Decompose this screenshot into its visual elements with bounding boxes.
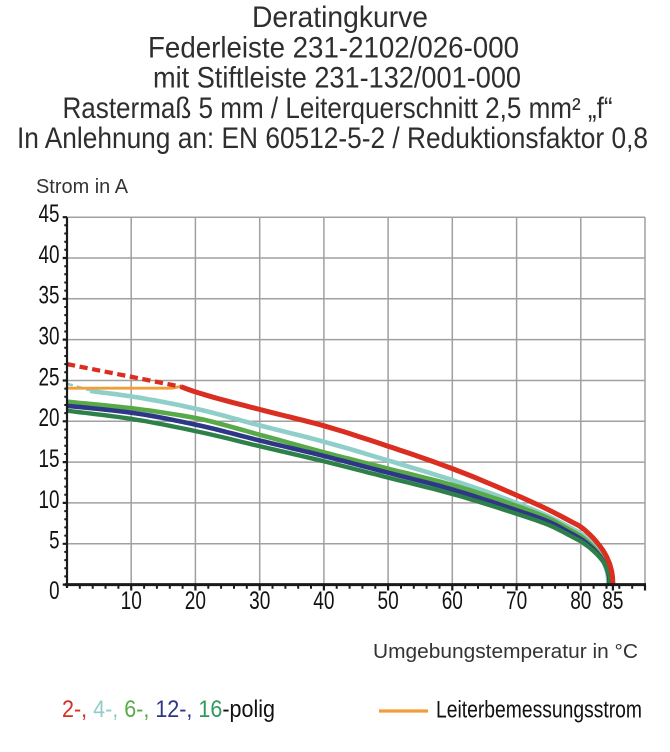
svg-text:80: 80	[570, 587, 591, 615]
svg-text:35: 35	[39, 282, 60, 310]
svg-text:Rastermaß 5 mm / Leiterquersch: Rastermaß 5 mm / Leiterquerschnitt 2,5 m…	[63, 92, 613, 125]
svg-text:20: 20	[39, 404, 60, 432]
svg-text:10: 10	[39, 486, 60, 514]
svg-text:25: 25	[39, 363, 60, 391]
svg-text:2-, 4-, 6-, 12-, 16-polig: 2-, 4-, 6-, 12-, 16-polig	[62, 696, 275, 723]
svg-text:0: 0	[49, 577, 59, 605]
svg-text:60: 60	[442, 587, 463, 615]
svg-text:20: 20	[185, 587, 206, 615]
svg-text:Leiterbemessungsstrom: Leiterbemessungsstrom	[436, 697, 642, 724]
svg-text:Umgebungstemperatur in °C: Umgebungstemperatur in °C	[373, 641, 638, 663]
svg-text:40: 40	[313, 587, 334, 615]
svg-text:85: 85	[602, 587, 623, 615]
svg-text:30: 30	[39, 323, 60, 351]
svg-text:Deratingkurve: Deratingkurve	[252, 1, 428, 34]
svg-text:10: 10	[121, 587, 142, 615]
svg-text:mit Stiftleiste 231-132/001-00: mit Stiftleiste 231-132/001-000	[153, 62, 521, 95]
svg-text:15: 15	[39, 445, 60, 473]
svg-text:Federleiste 231-2102/026-000: Federleiste 231-2102/026-000	[148, 31, 519, 64]
svg-text:50: 50	[378, 587, 399, 615]
svg-text:40: 40	[39, 241, 60, 269]
svg-text:30: 30	[249, 587, 270, 615]
svg-text:70: 70	[506, 587, 527, 615]
svg-text:Strom in A: Strom in A	[36, 176, 129, 198]
svg-text:In Anlehnung an: EN 60512-5-2: In Anlehnung an: EN 60512-5-2 / Reduktio…	[17, 122, 648, 155]
svg-text:45: 45	[39, 200, 60, 228]
svg-text:5: 5	[49, 527, 59, 555]
